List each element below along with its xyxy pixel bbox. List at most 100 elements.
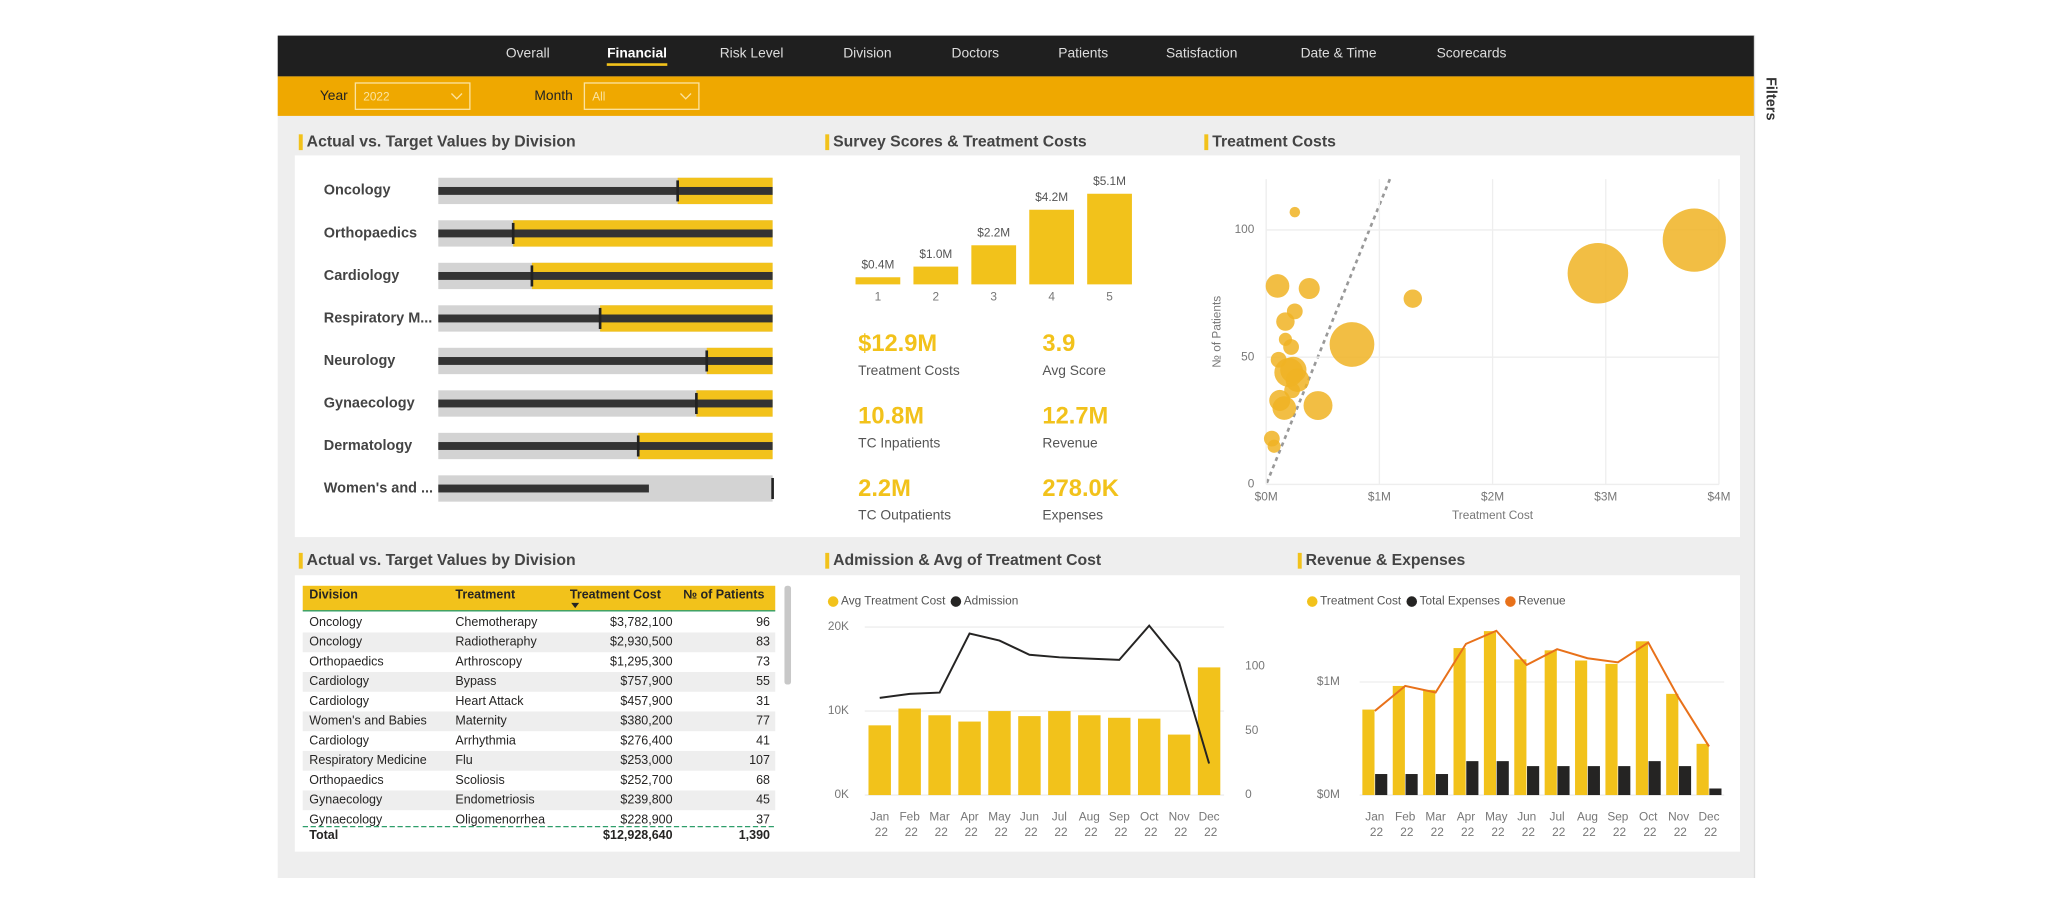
bar [1514, 659, 1527, 796]
table-cell: $252,700 [620, 773, 672, 787]
row-stripe [302, 711, 776, 732]
legend-label[interactable]: Treatment Cost [1320, 594, 1402, 608]
x-tick-label: 5 [1106, 290, 1113, 304]
legend-label[interactable]: Revenue [1518, 594, 1566, 608]
bar [1048, 711, 1071, 796]
table-cell: 83 [756, 635, 770, 649]
table-cell: Oncology [309, 635, 363, 649]
data-label: $0.4M [861, 258, 894, 272]
nav-tab[interactable]: Division [843, 45, 891, 61]
nav-tab[interactable]: Satisfaction [1166, 45, 1237, 61]
bar [868, 725, 891, 796]
filter-dropdown[interactable] [583, 82, 700, 110]
table-cell: 73 [756, 654, 770, 668]
filter-value: 2022 [363, 90, 389, 104]
bullet-target [511, 222, 515, 244]
bubble [1298, 277, 1320, 300]
bar [1018, 716, 1041, 796]
scrollbar[interactable] [784, 585, 792, 685]
total-patients: 1,390 [739, 828, 770, 842]
bubble [1272, 396, 1297, 420]
column-header[interactable]: № of Patients [683, 587, 764, 601]
total-label: Total [309, 828, 338, 842]
x-tick-label: Apr 22 [960, 810, 978, 840]
column-header[interactable]: Treatment [455, 587, 516, 601]
nav-tab[interactable]: Overall [506, 45, 550, 61]
legend-label[interactable]: Admission [964, 594, 1019, 608]
column-header[interactable]: Division [309, 587, 358, 601]
table-cell: 68 [756, 773, 770, 787]
x-tick-label: Dec 22 [1199, 810, 1220, 840]
bar [1544, 650, 1557, 796]
nav-tab[interactable]: Doctors [952, 45, 1000, 61]
kpi-value: 2.2M [858, 476, 911, 502]
x-tick-label: 1 [875, 290, 882, 304]
x-tick-label: Jun 22 [1020, 810, 1039, 840]
title-accent [1204, 134, 1209, 151]
filter-dropdown[interactable] [354, 82, 471, 110]
bar [1087, 193, 1132, 285]
section-title: Admission & Avg of Treatment Cost [833, 552, 1102, 569]
x-tick-label: Apr 22 [1457, 810, 1475, 840]
legend-swatch [1505, 596, 1516, 607]
bullet-label: Women's and ... [324, 480, 433, 496]
bar [971, 245, 1017, 285]
x-tick-label: Jul 22 [1051, 810, 1067, 840]
bullet-target [598, 307, 602, 329]
table-cell: Oligomenorrhea [455, 812, 545, 826]
table-cell: 96 [756, 615, 770, 629]
table-cell: Endometriosis [455, 793, 534, 807]
x-tick-label: $1M [1368, 490, 1391, 504]
table-cell: $253,000 [620, 753, 672, 767]
bar [1197, 667, 1221, 796]
legend-label[interactable]: Total Expenses [1420, 594, 1500, 608]
nav-tab[interactable]: Date & Time [1301, 45, 1377, 61]
title-accent [298, 552, 303, 569]
column-header[interactable]: Treatment Cost [570, 587, 662, 601]
section-title: Actual vs. Target Values by Division [307, 552, 576, 569]
y-tick-label: 20K [828, 619, 849, 633]
line [1374, 629, 1710, 747]
total-cost: $12,928,640 [603, 828, 673, 842]
filter-label: Month [534, 87, 572, 103]
nav-tab[interactable]: Patients [1058, 45, 1108, 61]
table-cell: $276,400 [620, 733, 672, 747]
bar [855, 277, 901, 285]
table-cell: Cardiology [309, 674, 370, 688]
bullet-target [676, 180, 679, 202]
y-tick-label: 50 [1241, 349, 1255, 363]
bubble [1274, 357, 1304, 387]
kpi-label: TC Inpatients [858, 434, 940, 450]
table-cell: Flu [455, 753, 472, 767]
sort-arrow [571, 602, 580, 609]
bar [1575, 660, 1588, 796]
x-tick-label: $2M [1481, 490, 1504, 504]
nav-tab[interactable]: Scorecards [1437, 45, 1507, 61]
x-tick-label: 3 [990, 290, 997, 304]
filters-pane-label[interactable]: Filters [1762, 77, 1778, 120]
table-cell: Gynaecology [309, 793, 383, 807]
kpi-label: Treatment Costs [858, 362, 960, 378]
x-tick-label: Dec 22 [1699, 810, 1720, 840]
table-cell: Bypass [455, 674, 496, 688]
nav-tab[interactable]: Risk Level [720, 45, 784, 61]
bar [1557, 766, 1570, 796]
line [879, 624, 1211, 764]
filter-label: Year [320, 87, 348, 103]
table-cell: $239,800 [620, 793, 672, 807]
bar [1108, 717, 1131, 796]
bar [1483, 631, 1497, 796]
bubble [1267, 439, 1281, 453]
legend-label[interactable]: Avg Treatment Cost [841, 594, 946, 608]
bar [1496, 761, 1509, 796]
section-title: Actual vs. Target Values by Division [307, 133, 576, 150]
table-cell: 55 [756, 674, 770, 688]
bullet-actual [438, 357, 773, 365]
bar [1078, 715, 1101, 796]
bullet-target [705, 350, 709, 372]
nav-tab[interactable]: Financial [607, 45, 667, 61]
title-accent [825, 134, 830, 151]
y-axis-label: № of Patients [1210, 296, 1224, 368]
x-tick-label: Feb 22 [1395, 810, 1416, 840]
